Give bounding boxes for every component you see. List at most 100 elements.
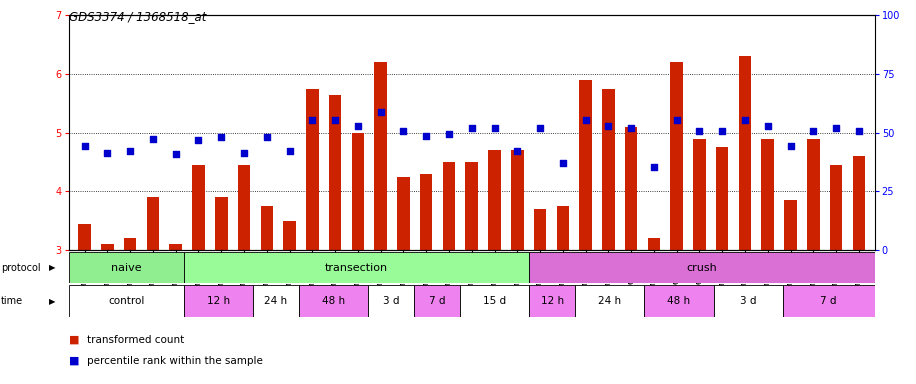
Text: 24 h: 24 h <box>598 296 621 306</box>
Bar <box>215 197 227 250</box>
Text: time: time <box>1 296 23 306</box>
Text: GDS3374 / 1368518_at: GDS3374 / 1368518_at <box>69 10 206 23</box>
Point <box>351 122 365 129</box>
Bar <box>299 285 368 317</box>
Text: 3 d: 3 d <box>740 296 757 306</box>
Bar <box>671 62 683 250</box>
Bar <box>184 252 529 283</box>
Bar <box>853 156 865 250</box>
Bar <box>693 139 705 250</box>
Bar <box>534 209 546 250</box>
Bar <box>442 162 455 250</box>
Point <box>374 109 388 115</box>
Text: 12 h: 12 h <box>540 296 564 306</box>
Text: ■: ■ <box>69 335 79 345</box>
Text: ▶: ▶ <box>49 263 56 272</box>
Bar <box>306 89 319 250</box>
Text: 24 h: 24 h <box>265 296 288 306</box>
Point <box>783 143 798 149</box>
Point <box>259 134 274 140</box>
Bar <box>716 147 728 250</box>
Bar <box>557 206 569 250</box>
Bar <box>511 150 524 250</box>
Text: 12 h: 12 h <box>207 296 230 306</box>
Bar <box>575 285 645 317</box>
Point <box>806 128 821 134</box>
Bar <box>714 285 782 317</box>
Bar <box>460 285 529 317</box>
Point <box>328 117 343 123</box>
Bar <box>488 150 501 250</box>
Bar <box>147 197 159 250</box>
Bar <box>375 62 387 250</box>
Bar <box>238 165 250 250</box>
Point <box>236 150 251 156</box>
Text: ▶: ▶ <box>49 296 56 306</box>
Point <box>282 148 297 154</box>
Bar <box>529 285 575 317</box>
Text: 48 h: 48 h <box>322 296 345 306</box>
Bar <box>602 89 615 250</box>
Text: ■: ■ <box>69 356 79 366</box>
Point <box>647 164 661 170</box>
Text: 3 d: 3 d <box>383 296 399 306</box>
Point <box>419 133 433 139</box>
Point <box>305 117 320 123</box>
Text: transformed count: transformed count <box>87 335 184 345</box>
Text: crush: crush <box>687 263 717 273</box>
Bar <box>329 94 342 250</box>
Text: naive: naive <box>111 263 142 273</box>
Bar <box>579 80 592 250</box>
Bar <box>625 127 638 250</box>
Bar <box>352 133 365 250</box>
Point <box>670 117 684 123</box>
Point <box>601 122 616 129</box>
Point <box>487 125 502 131</box>
Point <box>214 134 229 140</box>
Bar <box>260 206 273 250</box>
Bar <box>761 139 774 250</box>
Point <box>578 117 593 123</box>
Point <box>852 128 867 134</box>
Bar <box>69 252 184 283</box>
Point <box>396 128 410 134</box>
Point <box>77 143 92 149</box>
Point <box>464 125 479 131</box>
Bar <box>253 285 299 317</box>
Bar <box>782 285 875 317</box>
Text: control: control <box>108 296 145 306</box>
Bar <box>648 238 660 250</box>
Bar <box>830 165 843 250</box>
Bar <box>738 56 751 250</box>
Bar <box>169 244 182 250</box>
Bar <box>124 238 136 250</box>
Bar <box>645 285 714 317</box>
Bar <box>283 221 296 250</box>
Point <box>714 128 729 134</box>
Bar <box>398 177 409 250</box>
Point <box>191 137 206 143</box>
Bar <box>69 285 184 317</box>
Text: 7 d: 7 d <box>429 296 445 306</box>
Point <box>829 125 844 131</box>
Text: protocol: protocol <box>1 263 40 273</box>
Bar <box>368 285 414 317</box>
Bar <box>192 165 205 250</box>
Text: 48 h: 48 h <box>668 296 691 306</box>
Text: 7 d: 7 d <box>821 296 837 306</box>
Point <box>737 117 752 123</box>
Text: 15 d: 15 d <box>484 296 507 306</box>
Point <box>692 128 707 134</box>
Point <box>100 150 114 156</box>
Bar <box>807 139 820 250</box>
Bar <box>101 244 114 250</box>
Point <box>555 160 570 166</box>
Text: transection: transection <box>325 263 388 273</box>
Point <box>510 148 525 154</box>
Bar <box>414 285 460 317</box>
Point <box>442 131 456 137</box>
Bar <box>465 162 478 250</box>
Point <box>123 148 137 154</box>
Bar <box>79 223 91 250</box>
Bar <box>784 200 797 250</box>
